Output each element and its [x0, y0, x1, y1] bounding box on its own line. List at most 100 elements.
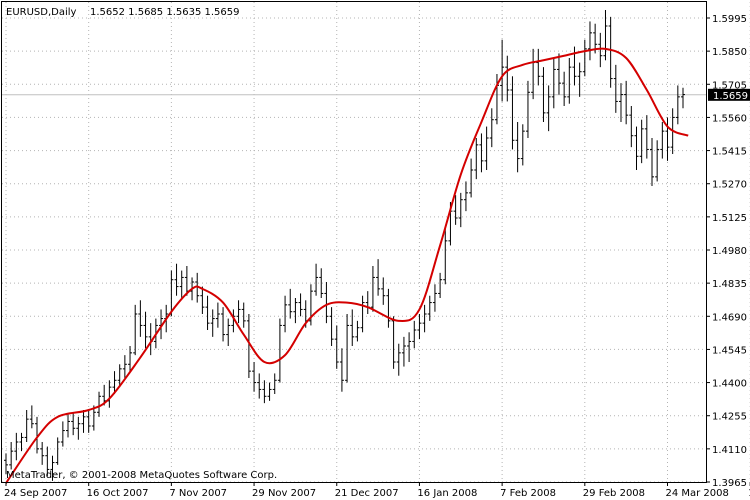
ohlc-bar	[391, 316, 396, 369]
ohlc-bar	[45, 446, 50, 477]
ohlc-bar	[432, 284, 437, 312]
y-tick-label: 1.4110	[712, 445, 747, 456]
ohlc-bar	[246, 314, 251, 378]
ohlc-bar	[86, 410, 91, 433]
y-tick-label: 1.3965	[712, 478, 747, 489]
x-tick-label: 24 Sep 2007	[4, 488, 67, 499]
x-tick-label: 29 Feb 2008	[583, 488, 645, 499]
ohlc-bar	[556, 53, 561, 95]
x-tick-label: 24 Mar 2008	[665, 488, 728, 499]
ohlc-bar	[97, 391, 102, 417]
ohlc-bar	[298, 293, 303, 317]
ohlc-bar	[546, 85, 551, 132]
x-tick-label: 15 Apr 2008	[748, 488, 750, 499]
ohlc-bar	[262, 380, 267, 404]
ohlc-bar	[536, 48, 541, 86]
ohlc-bar	[14, 432, 19, 461]
x-tick-label: 21 Dec 2007	[335, 488, 399, 499]
ohlc-bar	[71, 412, 76, 436]
ohlc-bar	[81, 410, 86, 433]
ohlc-bar	[665, 117, 670, 161]
ohlc-bar	[525, 80, 530, 138]
y-tick-label: 1.5995	[712, 14, 747, 25]
ohlc-bar	[24, 410, 29, 442]
ohlc-bar	[417, 314, 422, 340]
ohlc-bar	[179, 270, 184, 298]
current-price-box	[708, 88, 750, 101]
ohlc-bar	[128, 346, 133, 372]
ohlc-bar	[4, 453, 8, 474]
ohlc-bar	[143, 311, 148, 349]
ohlc-bar	[675, 85, 680, 125]
ohlc-bar	[479, 133, 484, 173]
ohlc-bar	[634, 126, 639, 170]
ohlc-bar	[210, 309, 215, 337]
ohlc-bar	[603, 10, 608, 61]
y-axis: 1.5995 1.5850 1.5705 1.5560 1.5415 1.5270 1.51…	[706, 14, 747, 489]
ohlc-bar	[360, 295, 365, 333]
ohlc-bar	[613, 64, 618, 113]
chart-header-symbol: EURUSD,Daily	[6, 7, 77, 18]
ohlc-bar	[319, 268, 324, 298]
ohlc-bar	[489, 108, 494, 148]
ohlc-bar	[9, 442, 14, 470]
ohlc-bar	[174, 263, 179, 296]
ohlc-bar	[649, 138, 654, 186]
y-tick-label: 1.4835	[712, 279, 747, 290]
ohlc-bar	[339, 348, 344, 392]
ohlc-bar	[453, 195, 458, 225]
ohlc-bar	[19, 432, 24, 452]
ohlc-bar	[505, 55, 510, 102]
ohlc-bar	[35, 416, 40, 454]
ohlc-bar	[283, 295, 288, 333]
ohlc-bar	[293, 298, 298, 324]
y-tick-label: 1.4980	[712, 246, 747, 257]
ohlc-bar	[655, 140, 660, 182]
ohlc-bar	[50, 455, 55, 481]
ohlc-bar	[412, 320, 417, 349]
ohlc-bar	[443, 227, 448, 285]
ohlc-bar	[215, 302, 220, 328]
x-axis: 24 Sep 2007 16 Oct 2007 7 Nov 2007 29 Nov 2…	[4, 482, 750, 499]
ohlc-bar	[370, 266, 375, 312]
ohlc-bar	[221, 307, 226, 342]
y-tick-label: 1.5125	[712, 213, 747, 224]
ohlc-bar	[598, 32, 603, 68]
ohlc-bar	[407, 332, 412, 362]
ohlc-bar	[355, 320, 360, 342]
ohlc-bars	[4, 10, 685, 481]
x-tick-label: 16 Oct 2007	[87, 488, 149, 499]
ohlc-bar	[122, 355, 127, 378]
ohlc-bar	[195, 272, 200, 303]
ohlc-bar	[257, 373, 262, 399]
ohlc-bar	[133, 304, 138, 356]
ohlc-bar	[541, 67, 546, 122]
ohlc-bar	[639, 119, 644, 164]
ohlc-bar	[76, 416, 81, 440]
ohlc-bar	[66, 414, 71, 438]
y-tick-label: 1.4255	[712, 412, 747, 423]
ohlc-bar	[629, 106, 634, 148]
y-tick-label: 1.4400	[712, 379, 747, 390]
ohlc-bar	[60, 421, 65, 447]
y-tick-label: 1.5270	[712, 180, 747, 191]
ohlc-bar	[660, 122, 665, 159]
ohlc-bar	[205, 295, 210, 330]
x-tick-label: 16 Jan 2008	[417, 488, 477, 499]
ohlc-bar	[91, 405, 96, 431]
chart-grid	[2, 2, 750, 483]
ohlc-bar	[272, 373, 277, 394]
ohlc-bar	[376, 259, 381, 296]
ohlc-bar	[427, 295, 432, 321]
ohlc-bar	[334, 325, 339, 369]
y-tick-label: 1.4545	[712, 345, 747, 356]
x-tick-label: 7 Nov 2007	[169, 488, 227, 499]
ohlc-bar	[510, 76, 515, 150]
ohlc-bar	[252, 362, 257, 392]
moving-average-series	[5, 47, 689, 484]
ohlc-bar	[241, 302, 246, 328]
ohlc-bar	[681, 87, 685, 109]
x-tick-label: 29 Nov 2007	[252, 488, 316, 499]
ohlc-bar	[608, 16, 613, 88]
